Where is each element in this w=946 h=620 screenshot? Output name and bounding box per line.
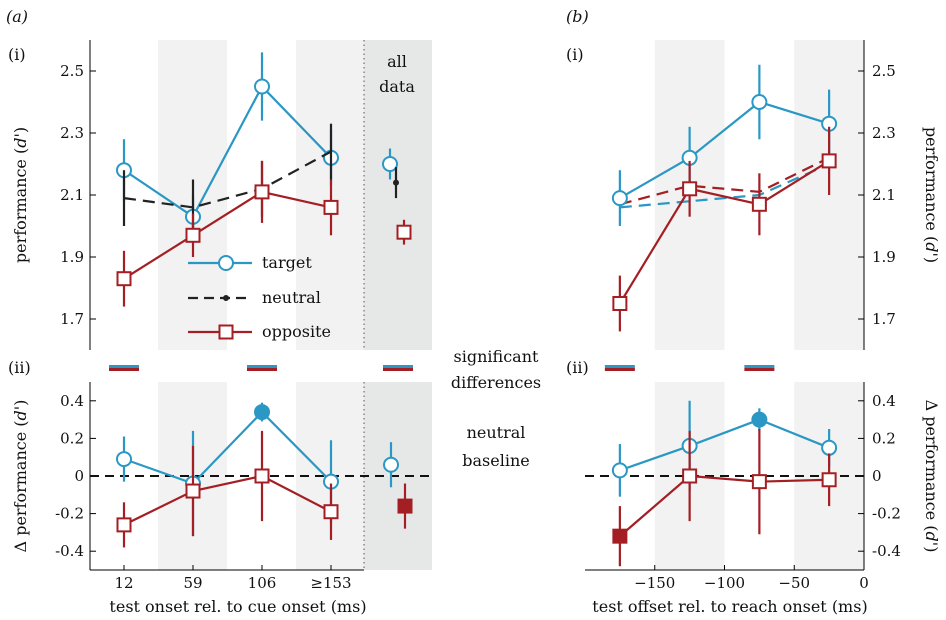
a-ii-opposite-point <box>325 505 338 518</box>
b-ii-opposite-point <box>753 475 766 488</box>
legend-target-marker <box>219 256 233 270</box>
a-i-all-opposite-point <box>398 226 411 239</box>
all-data-label-1: all <box>387 52 407 71</box>
sig-bar-b-75-red <box>744 368 774 371</box>
xaxis-b-tick-label: −50 <box>778 574 810 592</box>
legend-neutral-label: neutral <box>262 288 321 307</box>
a-i-target-point <box>255 80 269 94</box>
a-ii-opposite-point <box>256 470 269 483</box>
subpanel-label-a-i: (i) <box>8 45 26 64</box>
a-ii-target-point <box>117 452 131 466</box>
yaxis-a-ii-tick-label: 0.2 <box>60 429 84 447</box>
yaxis-a-i-tick-label: 1.7 <box>60 310 84 328</box>
panel-label-b: (b) <box>566 7 589 26</box>
ylabel-b-ii: Δ performance (d') <box>922 400 941 553</box>
a-ii-all-target-point <box>384 458 398 472</box>
yaxis-b-ii-tick-label: 0 <box>872 467 882 485</box>
a-i-opposite-point <box>325 201 338 214</box>
b-ii-target-point <box>752 413 766 427</box>
b-ii-opposite-point <box>613 530 626 543</box>
yaxis-a-i-tick-label: 2.1 <box>60 186 84 204</box>
a-ii-opposite-point <box>118 518 131 531</box>
a-i-opposite-point <box>187 229 200 242</box>
sig-bar-b-175-blue <box>605 365 635 368</box>
a-ii-all-opposite-point <box>399 500 412 513</box>
yaxis-a-i-tick-label: 2.3 <box>60 124 84 142</box>
all-data-label-2: data <box>379 77 415 96</box>
legend-target-label: target <box>262 253 312 272</box>
differences-label: differences <box>451 373 541 392</box>
subpanel-label-a-ii: (ii) <box>8 358 31 377</box>
yaxis-a-i-tick-label: 1.9 <box>60 248 84 266</box>
a-ii-opposite-point <box>187 485 200 498</box>
sig-bar-a-all-blue <box>383 365 413 368</box>
b-ii-opposite-point <box>683 470 696 483</box>
panel-label-a: (a) <box>6 7 28 26</box>
sig-bar-a-all-red <box>383 368 413 371</box>
yaxis-b-ii-tick-label: 0.4 <box>872 392 896 410</box>
sig-bar-a-12-blue <box>109 365 139 368</box>
a-i-all-neutral-point <box>393 180 399 186</box>
sig-bar-a-106-red <box>247 368 277 371</box>
xaxis-b-tick-label: 0 <box>859 574 869 592</box>
ylabel-b-i: performance (d') <box>922 127 941 263</box>
yaxis-b-ii-tick-label: -0.2 <box>872 505 901 523</box>
subpanel-label-b-i: (i) <box>566 45 584 64</box>
xaxis-b-tick-label: −100 <box>704 574 745 592</box>
xaxis-a-tick-label: ≥153 <box>310 574 351 592</box>
a-ii-target-point <box>255 405 269 419</box>
xaxis-a-tick-label: 12 <box>114 574 133 592</box>
neutral-baseline-label-2: baseline <box>462 451 529 470</box>
xaxis-b-tick-label: −150 <box>634 574 675 592</box>
subpanel-label-b-ii: (ii) <box>566 358 589 377</box>
significant-label: significant <box>454 347 539 366</box>
yaxis-a-ii-tick-label: -0.2 <box>55 505 84 523</box>
sig-bar-b-175-red <box>605 368 635 371</box>
b-i-target-point <box>613 191 627 205</box>
ylabel-a-ii: Δ performance (d') <box>11 400 30 553</box>
sig-bar-b-75-blue <box>744 365 774 368</box>
ylabel-a-i: performance (d') <box>11 127 30 263</box>
sig-bar-a-106-blue <box>247 365 277 368</box>
xlabel-b: test offset rel. to reach onset (ms) <box>592 597 867 616</box>
yaxis-b-i-tick-label: 1.9 <box>872 248 896 266</box>
yaxis-b-ii-tick-label: 0.2 <box>872 429 896 447</box>
b-ii-target-point <box>822 441 836 455</box>
b-i-target-point <box>752 95 766 109</box>
b-i-opposite-point <box>683 182 696 195</box>
yaxis-b-i-tick-label: 2.5 <box>872 62 896 80</box>
yaxis-a-i-tick-label: 2.5 <box>60 62 84 80</box>
a-i-opposite-point <box>118 272 131 285</box>
yaxis-b-i-tick-label: 1.7 <box>872 310 896 328</box>
xlabel-a: test onset rel. to cue onset (ms) <box>109 597 366 616</box>
yaxis-a-ii-tick-label: 0.4 <box>60 392 84 410</box>
sig-bar-a-12-red <box>109 368 139 371</box>
b-ii-opposite-point <box>823 473 836 486</box>
a-i-opposite-point <box>256 185 269 198</box>
legend-neutral-marker <box>223 295 229 301</box>
xaxis-a-tick-label: 59 <box>183 574 202 592</box>
legend-opposite-label: opposite <box>262 322 331 341</box>
yaxis-b-i-tick-label: 2.1 <box>872 186 896 204</box>
xaxis-a-tick-label: 106 <box>248 574 277 592</box>
yaxis-a-ii-tick-label: 0 <box>74 467 84 485</box>
yaxis-b-ii-tick-label: -0.4 <box>872 542 901 560</box>
b-i-opposite-point <box>823 154 836 167</box>
neutral-baseline-label-1: neutral <box>467 423 526 442</box>
yaxis-b-i-tick-label: 2.3 <box>872 124 896 142</box>
yaxis-a-ii-tick-label: -0.4 <box>55 542 84 560</box>
legend-opposite-marker <box>220 326 233 339</box>
b-i-opposite-point <box>613 297 626 310</box>
b-i-opposite-point <box>753 198 766 211</box>
b-ii-target-point <box>613 463 627 477</box>
